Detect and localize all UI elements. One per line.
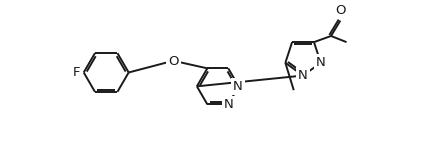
Text: N: N	[224, 98, 234, 111]
Text: F: F	[73, 66, 80, 79]
Text: N: N	[298, 69, 308, 82]
Text: N: N	[316, 56, 326, 69]
Text: N: N	[233, 80, 243, 93]
Text: O: O	[168, 55, 179, 68]
Text: O: O	[335, 5, 345, 17]
